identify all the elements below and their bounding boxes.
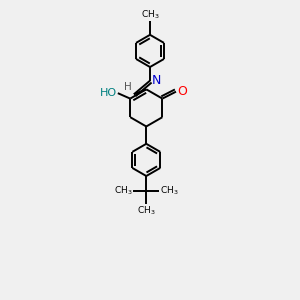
Text: N: N (152, 74, 161, 87)
Text: O: O (178, 85, 188, 98)
Text: HO: HO (99, 88, 117, 98)
Text: CH$_3$: CH$_3$ (160, 184, 179, 197)
Text: CH$_3$: CH$_3$ (137, 205, 156, 217)
Text: CH$_3$: CH$_3$ (113, 184, 132, 197)
Text: H: H (124, 82, 132, 92)
Text: CH$_3$: CH$_3$ (141, 9, 159, 21)
